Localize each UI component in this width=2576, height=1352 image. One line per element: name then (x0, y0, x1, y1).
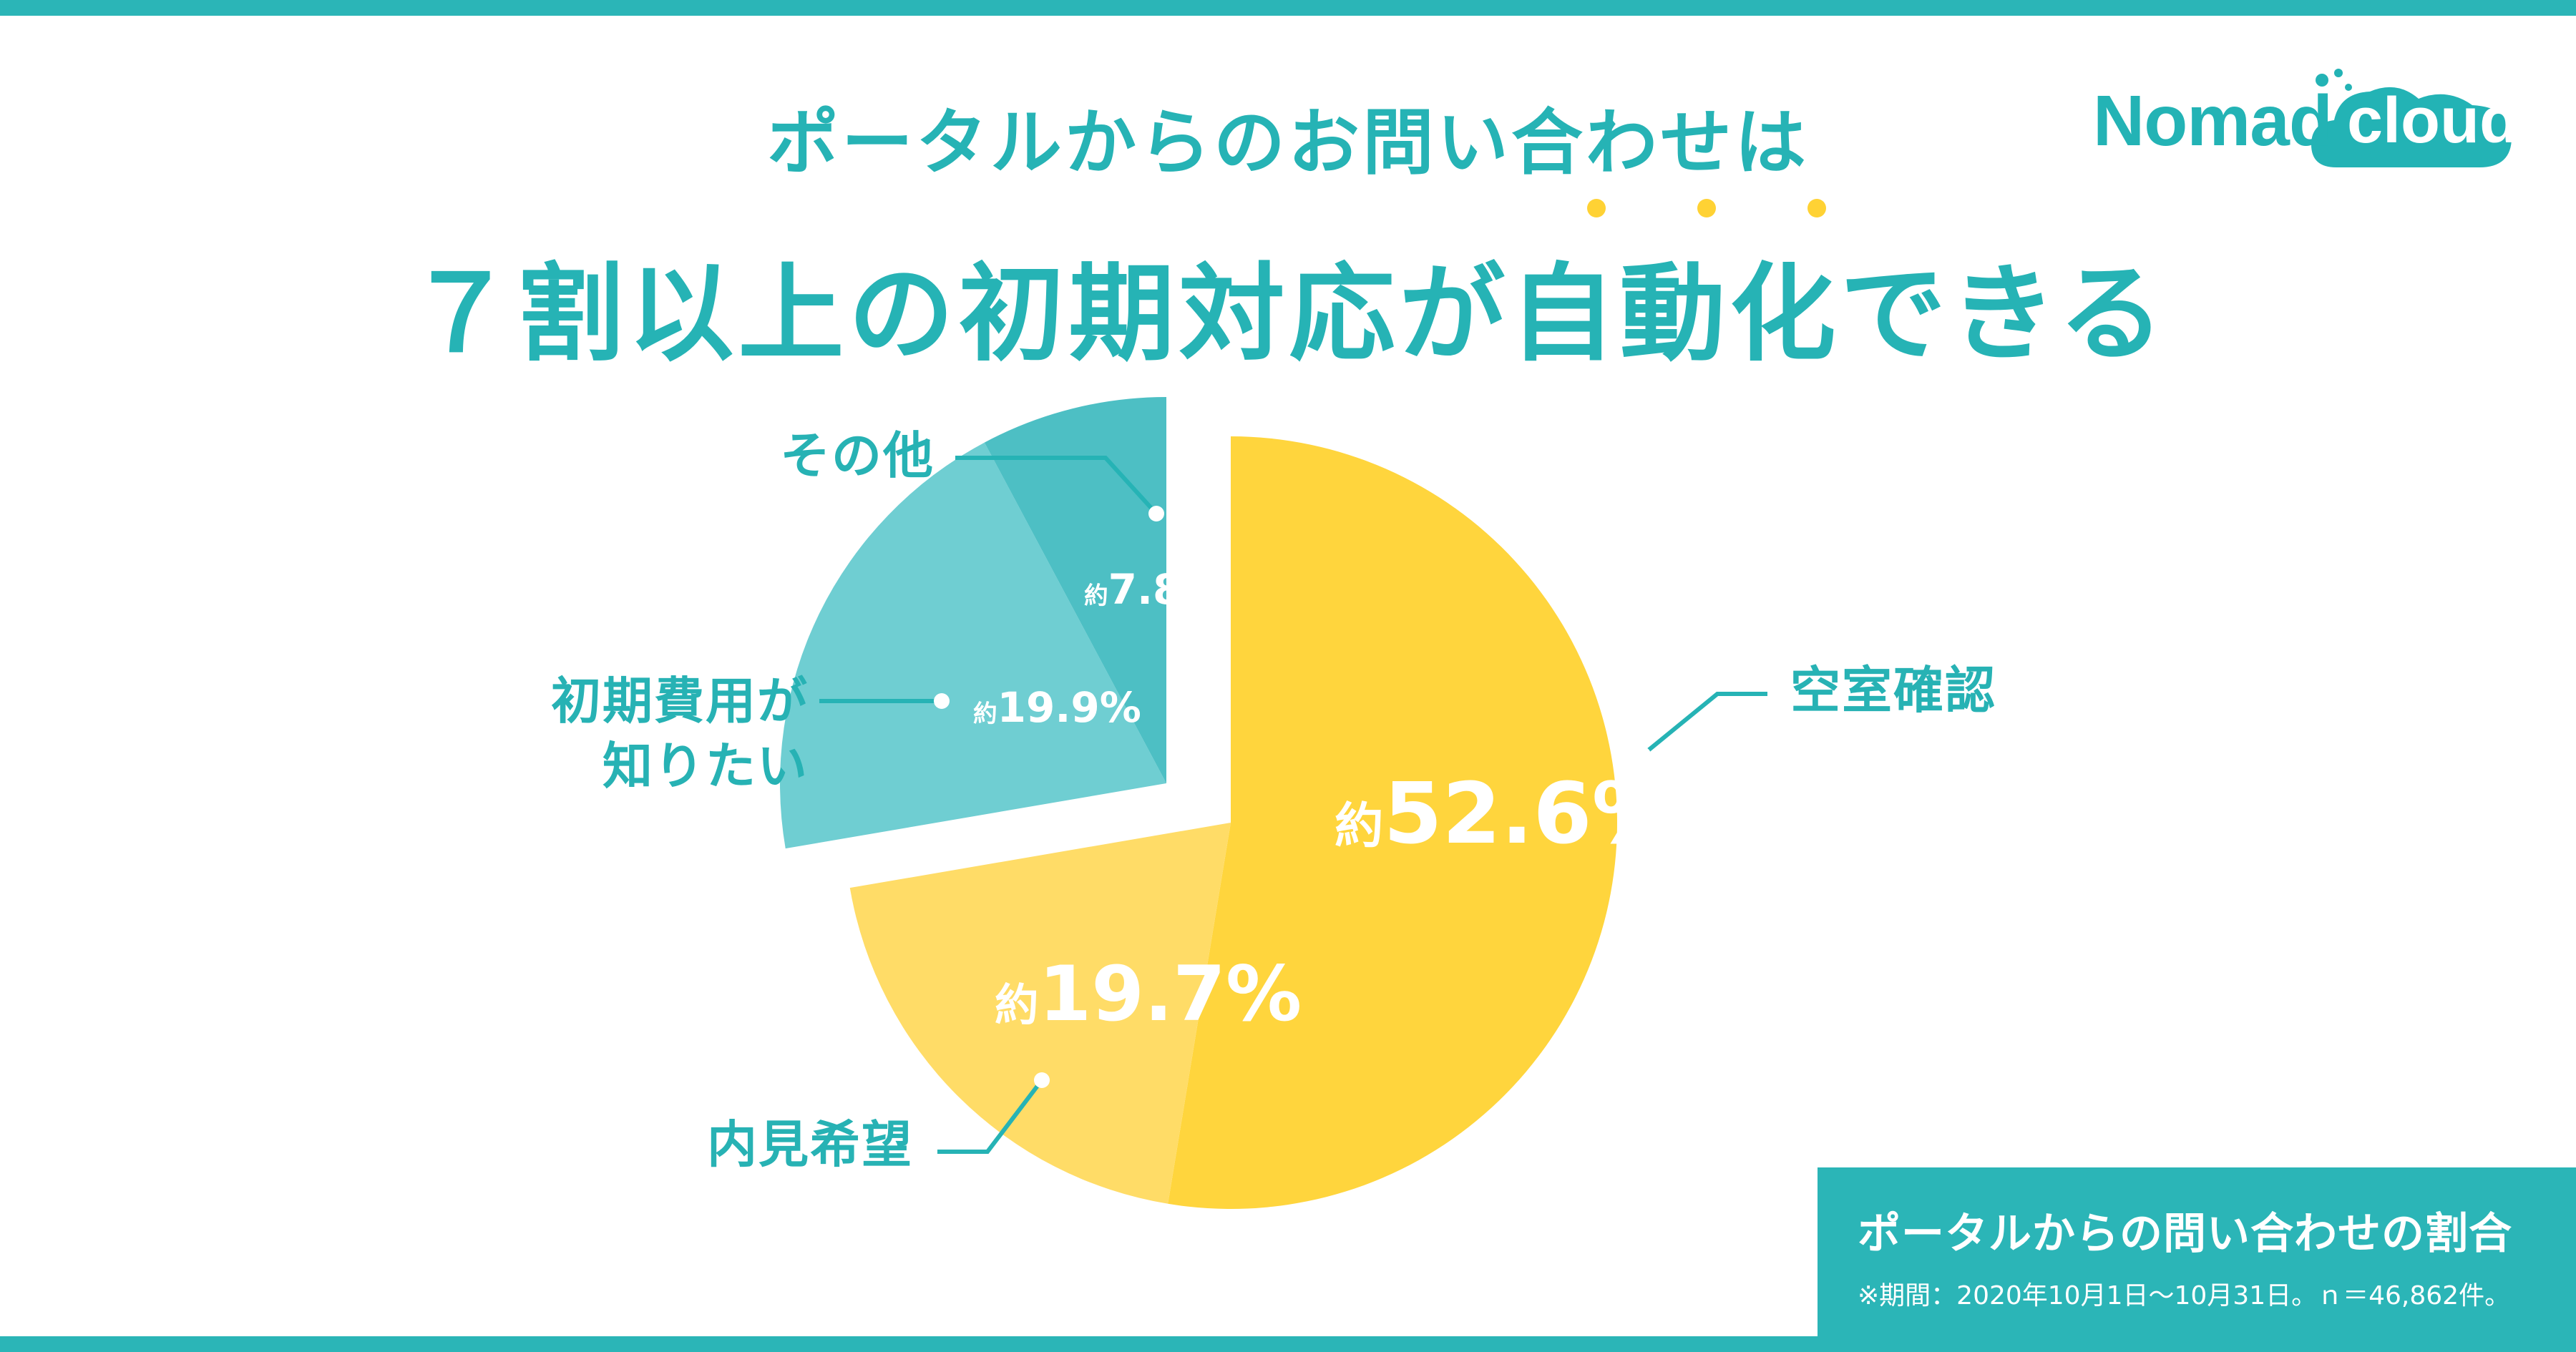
leader-vacancy (1641, 692, 1767, 757)
leader-viewing-dot (1034, 1072, 1050, 1088)
pie-slice-viewing (849, 823, 1231, 1204)
headline-line2: ７割以上の初期対応が自動化できる (407, 253, 2169, 376)
pct-initial-cost-value: 19.9% (997, 683, 1141, 732)
pct-initial-cost: 約19.9% (973, 683, 1141, 732)
logo-text-cloud: cloud (2347, 85, 2519, 157)
pct-viewing-prefix: 約 (995, 980, 1039, 1031)
label-other: その他 (780, 426, 935, 485)
leader-other-dot (1148, 506, 1164, 521)
logo-text-nomad: Nomad (2093, 81, 2333, 161)
pie-slice-other (984, 397, 1166, 783)
pct-viewing-value: 19.7% (1038, 950, 1302, 1038)
pct-other-prefix: 約 (1084, 582, 1108, 609)
leader-vacancy-dot (1635, 747, 1651, 763)
label-initial-cost-line1: 初期費用が (551, 672, 809, 730)
pct-vacancy: 約52.6% (1335, 764, 1677, 863)
pct-initial-cost-prefix: 約 (973, 700, 997, 728)
pct-viewing: 約19.7% (995, 950, 1302, 1038)
label-initial-cost-line2: 知りたい (602, 737, 809, 795)
leader-viewing (937, 1079, 1044, 1154)
pct-other: 約7.8% (1084, 565, 1223, 614)
emphasis-dot (1587, 199, 1606, 217)
chart-caption-box: ポータルからの問い合わせの割合 ※期間：2020年10月1日〜10月31日。ｎ＝… (1818, 1167, 2576, 1336)
emphasis-dot (1807, 199, 1826, 217)
pie-slice-vacancy (1168, 436, 1617, 1210)
nomad-cloud-logo: Nomad cloud (2075, 66, 2533, 173)
leader-other (955, 456, 1158, 516)
label-vacancy: 空室確認 (1790, 661, 1996, 720)
pct-vacancy-value: 52.6% (1383, 764, 1677, 863)
label-initial-cost: 初期費用が 知りたい (522, 669, 809, 799)
pie-slice-initial-cost (780, 442, 1166, 849)
headline-line1: ポータルからのお問い合わせは (767, 101, 1809, 185)
chart-caption-title: ポータルからの問い合わせの割合 (1858, 1209, 2512, 1259)
bottom-accent-bar (0, 1336, 2576, 1352)
pct-other-value: 7.8% (1108, 565, 1224, 614)
emphasis-dot (1697, 199, 1716, 217)
leader-initial-cost-dot (934, 693, 950, 709)
top-accent-bar (0, 0, 2576, 16)
pct-vacancy-prefix: 約 (1335, 798, 1384, 855)
chart-caption-note: ※期間：2020年10月1日〜10月31日。ｎ＝46,862件。 (1858, 1281, 2511, 1311)
label-viewing: 内見希望 (707, 1115, 913, 1174)
